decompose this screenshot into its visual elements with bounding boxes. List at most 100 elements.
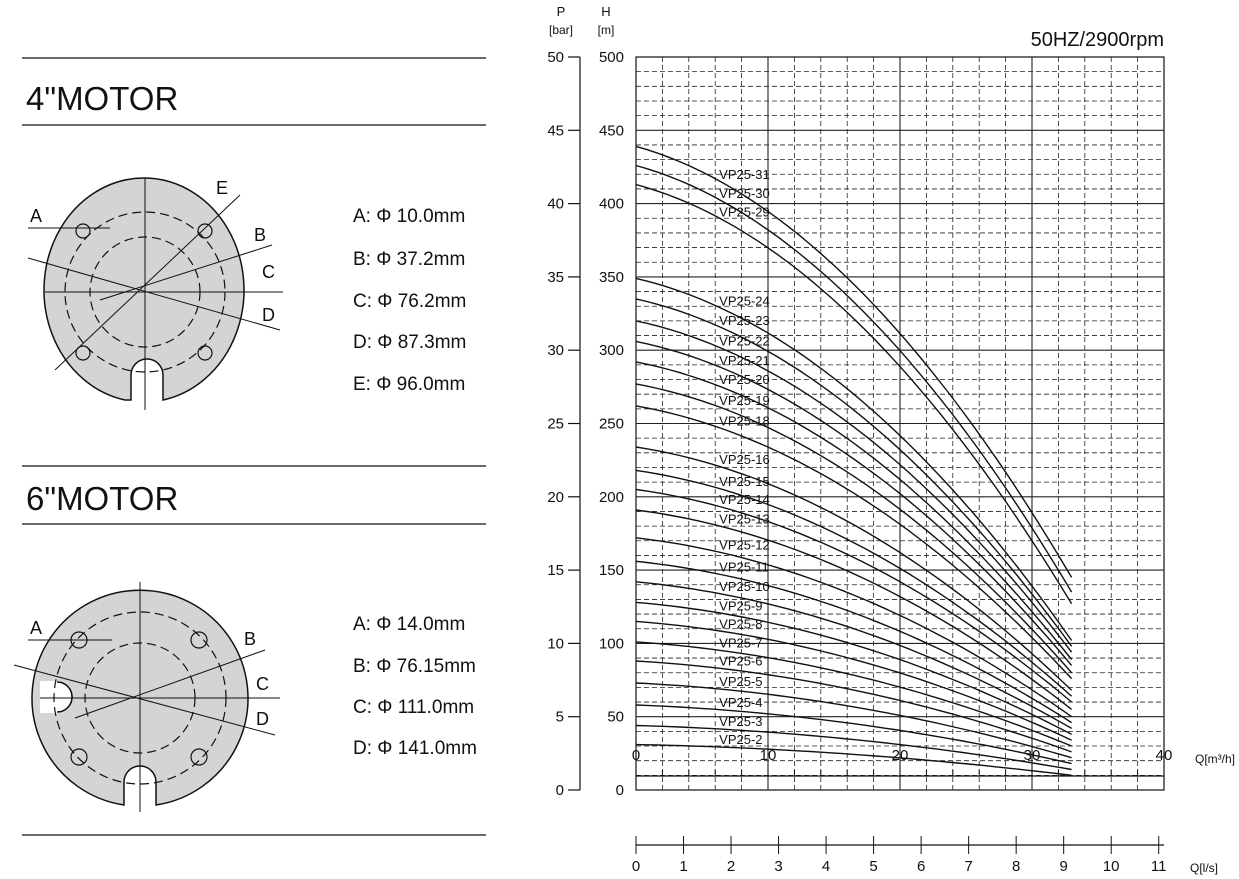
x2-tick-label: 1 [679,858,687,875]
pump-curve [635,743,1072,776]
motor6-spec-list: A: Φ 14.0mm B: Φ 76.15mm C: Φ 111.0mm D:… [353,614,477,759]
diagram-letter-d: D [262,305,275,325]
x2-tick-label: 4 [822,858,830,875]
pump-curve [635,277,1073,641]
motor6-title: 6"MOTOR [26,480,178,517]
pump-curve [635,183,1073,605]
spec-a: A: Φ 14.0mm [353,614,465,635]
pump-curve [635,560,1072,724]
y-left-axis-unit: [bar] [549,23,573,37]
y-tick-label: 200 [599,489,624,506]
y-right-axis-unit: [m] [598,23,615,37]
curve-label: VP25-20 [719,372,770,387]
pump-curve [635,446,1073,691]
y-left-tick-label: 0 [556,782,564,799]
pump-curve [635,405,1073,680]
curve-label: VP25-10 [719,579,770,594]
curve-label: VP25-14 [719,492,770,507]
spec-c: C: Φ 111.0mm [353,697,474,718]
chart-grid [635,56,1165,791]
y-tick-label: 400 [599,196,624,213]
dimension-line-E [54,194,241,371]
curve-label: VP25-30 [719,186,770,201]
spec-c: C: Φ 76.2mm [353,291,466,312]
curve-label: VP25-8 [719,616,762,631]
x-tick-label: 0 [632,747,640,764]
x2-tick-label: 6 [917,858,925,875]
diagram-letter-a: A [30,206,42,226]
x2-tick-label: 10 [1103,858,1120,875]
bolt-hole [190,748,208,766]
curve-label: VP25-15 [719,474,770,489]
pump-curve [635,145,1073,578]
bolt-hole [190,631,208,649]
y-left-tick-label: 45 [547,122,564,139]
spec-e: E: Φ 96.0mm [353,374,465,395]
motor6-section: 6"MOTOR A B C D A: Φ 14.0mm B: Φ 76.15mm [13,465,486,836]
bolt-hole [75,345,91,361]
y-left-tick-label: 25 [547,416,564,433]
pump-curve [635,509,1073,710]
x-axis-label: Q[m³/h] [1195,752,1235,766]
motor4-flange-diagram: A B C D E [27,177,283,410]
curve-label: VP25-19 [719,393,770,408]
x2-tick-label: 8 [1012,858,1020,875]
y-left-tick-label: 20 [547,489,564,506]
curve-label: VP25-22 [719,333,770,348]
dimension-line-D [13,664,276,736]
pump-curve [635,660,1072,753]
diagram-letter-c: C [262,262,275,282]
dimension-line-B [74,649,266,719]
y-tick-label: 450 [599,122,624,139]
y-tick-label: 50 [607,709,624,726]
bolt-hole [197,223,213,239]
pump-curve [635,320,1073,653]
y-left-tick-label: 10 [547,635,564,652]
curve-label: VP25-21 [719,353,770,368]
flange-disc-shape [43,177,245,401]
x-tick-label: 10 [760,747,777,764]
pump-curve [635,361,1073,666]
curve-label: VP25-5 [719,674,762,689]
pump-curve [635,488,1073,703]
x-tick-label: 30 [1024,747,1041,764]
pump-curve [635,164,1073,593]
diagram-letter-e: E [216,178,228,198]
y-tick-label: 150 [599,562,624,579]
x-tick-label: 40 [1156,747,1173,764]
spec-b: B: Φ 37.2mm [353,249,465,270]
curve-label: VP25-3 [719,714,762,729]
pump-curve [635,383,1073,674]
diagram-letter-b: B [254,225,266,245]
curve-label: VP25-24 [719,293,770,308]
y-tick-label: 100 [599,635,624,652]
curve-label: VP25-11 [719,560,769,575]
curve-label: VP25-29 [719,204,770,219]
dimension-line-D [27,257,281,331]
pump-curve [635,682,1072,759]
chart-title: 50HZ/2900rpm [1031,29,1164,51]
bolt-hole [197,345,213,361]
spec-d: D: Φ 87.3mm [353,332,466,353]
pump-curve [635,537,1073,718]
spec-b: B: Φ 76.15mm [353,656,476,677]
diagram-letter-b: B [244,629,256,649]
y-tick-label: 500 [599,49,624,66]
x2-tick-label: 11 [1151,858,1167,875]
motor4-title: 4"MOTOR [26,80,178,117]
y-tick-label: 350 [599,269,624,286]
diagram-letter-c: C [256,674,269,694]
pump-curve [635,298,1073,647]
pump-curve [635,601,1072,735]
y-left-axis-label: P [557,4,566,19]
chart-curve-labels: VP25-2 VP25-3 VP25-4 VP25-5 VP25-6 VP25-7 VP25… [719,167,770,747]
y-left-tick-label: 30 [547,342,564,359]
side-notch-cutout [40,681,60,713]
curve-label: VP25-16 [719,452,770,467]
dimension-line-B [99,244,273,301]
y-left-tick-label: 40 [547,196,564,213]
diagram-letter-d: D [256,709,269,729]
curve-label: VP25-31 [719,167,770,182]
pump-curve [635,469,1073,697]
